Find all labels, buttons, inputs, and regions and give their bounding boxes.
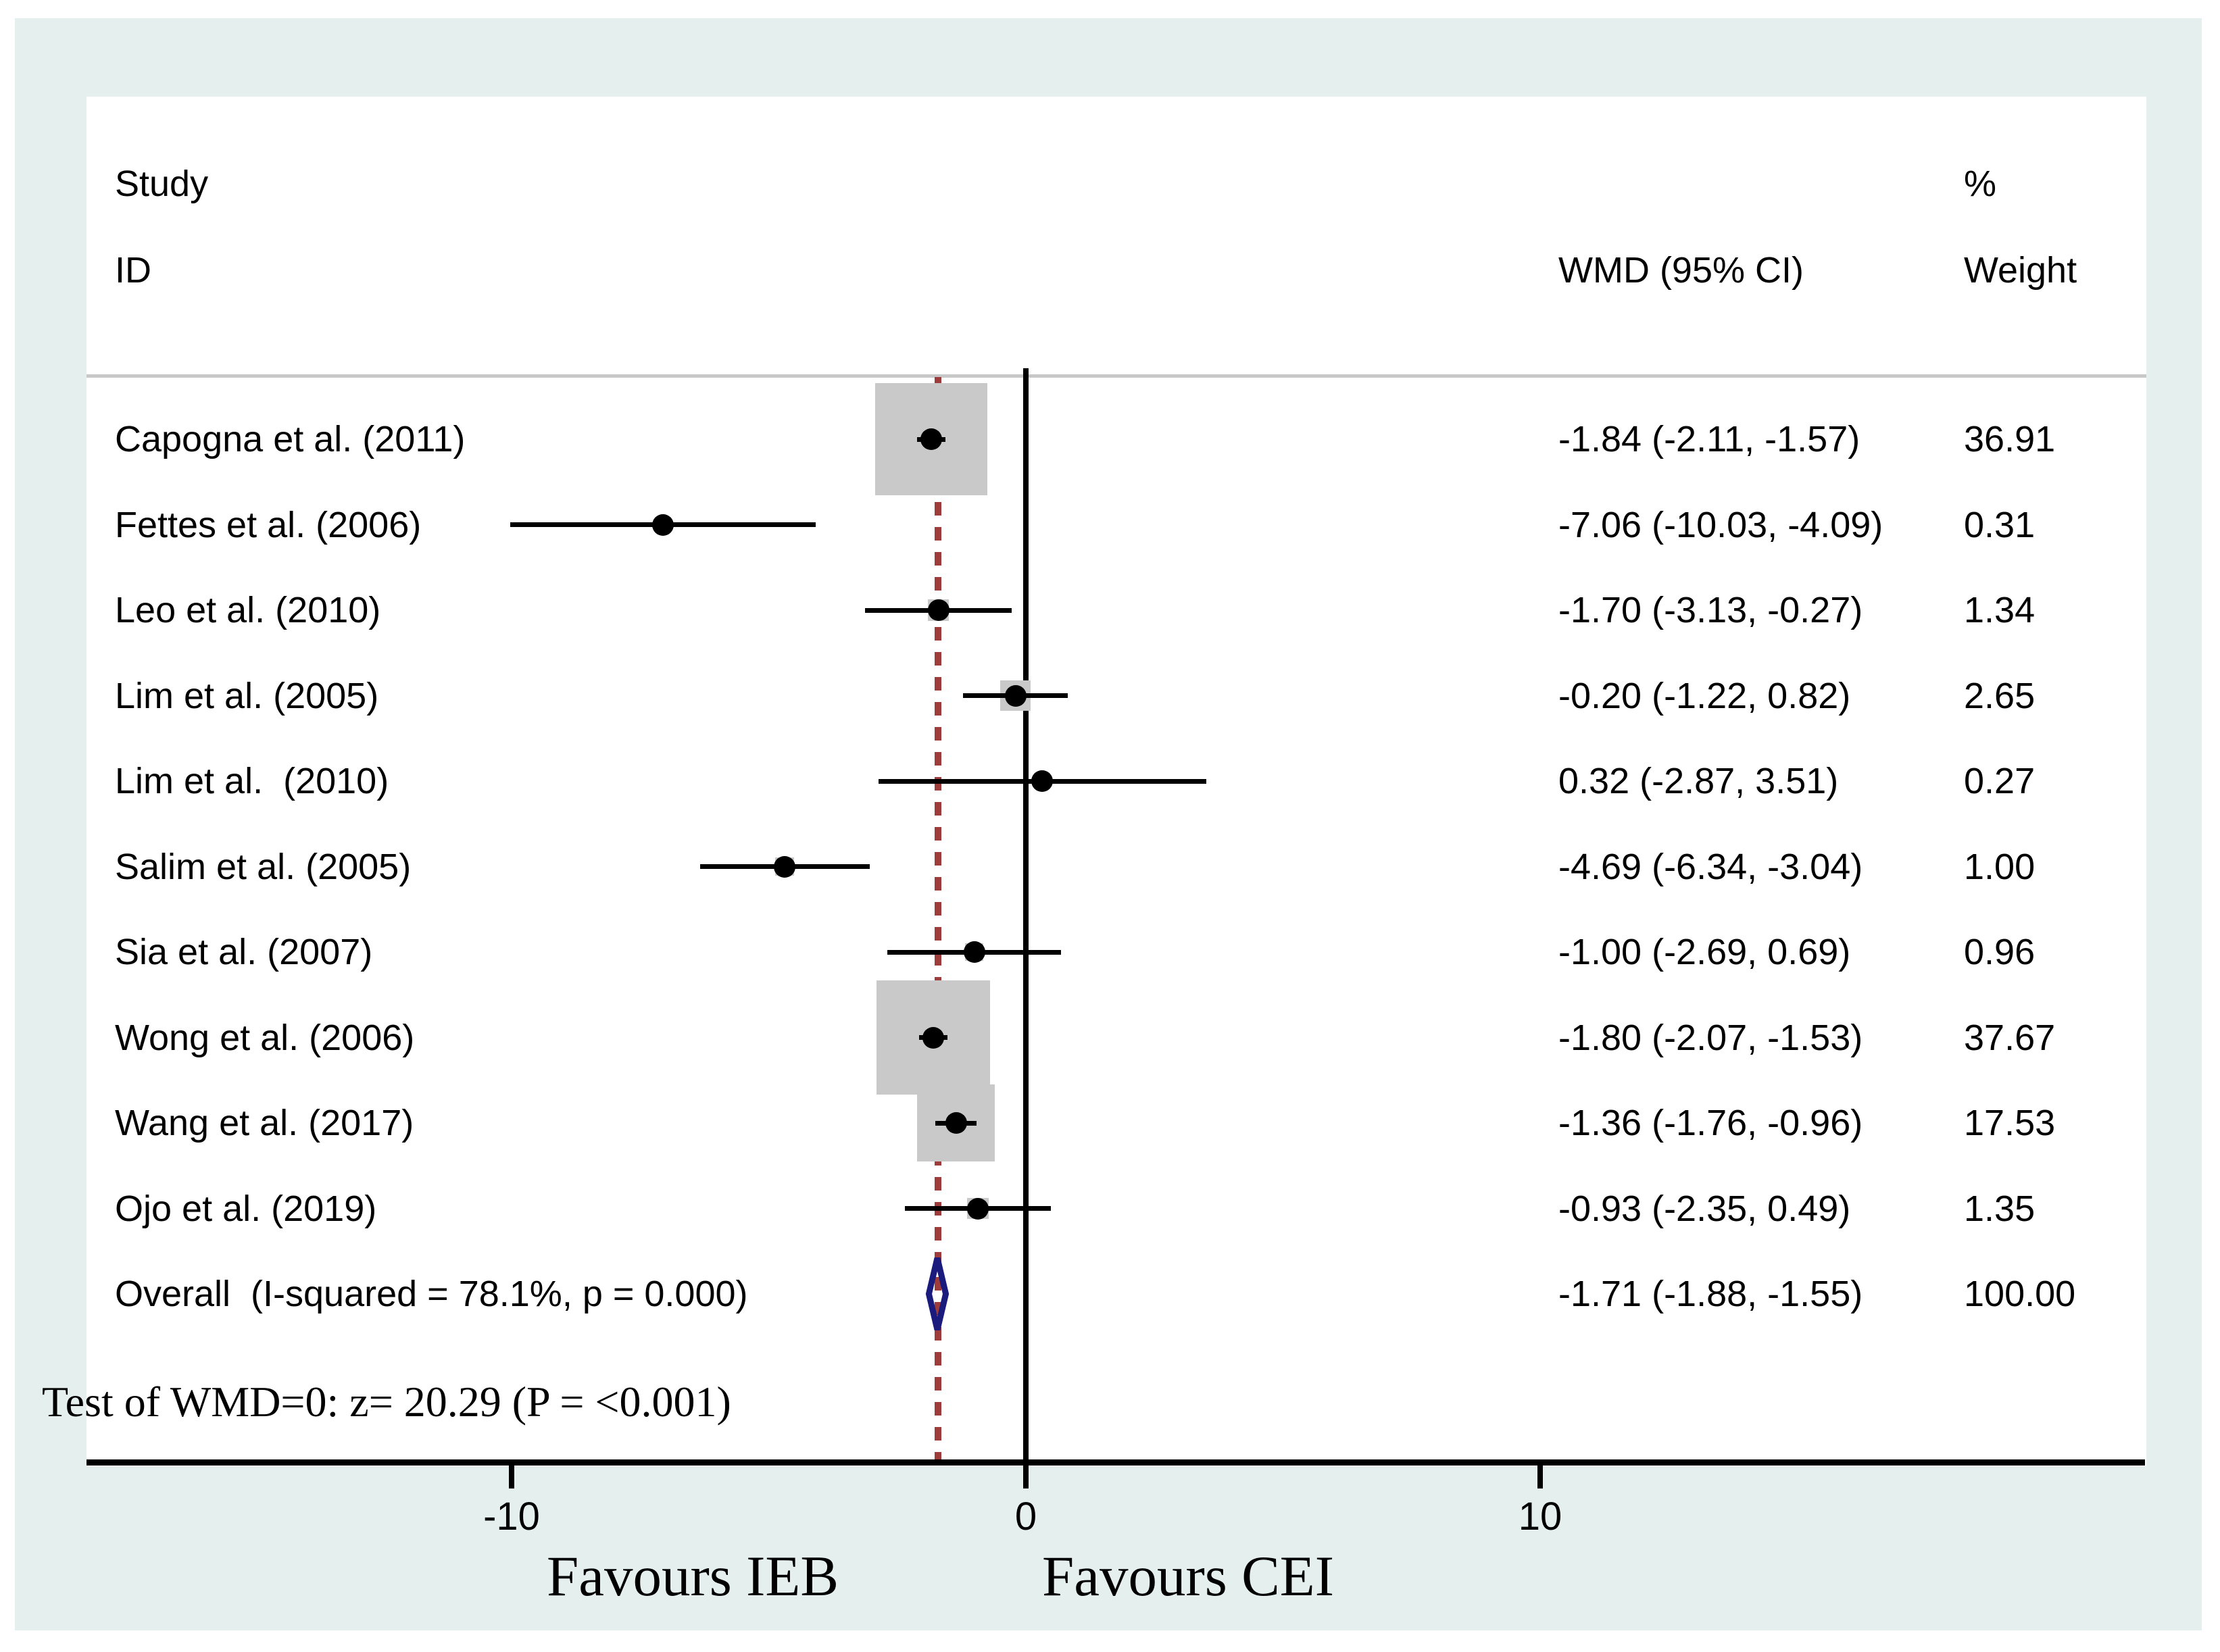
weight-text: 1.35 [1964,1188,2036,1229]
column-header-percent: % [1964,164,1997,204]
overall-effect-text: -1.71 (-1.88, -1.55) [1558,1274,1863,1314]
weight-text: 37.67 [1964,1017,2056,1058]
effect-estimate-text: -1.80 (-2.07, -1.53) [1558,1017,1863,1058]
point-estimate-marker [945,1112,967,1134]
study-label: Wang et al. (2017) [115,1103,414,1143]
x-axis-tick-label: 10 [1518,1495,1562,1538]
effect-estimate-text: 0.32 (-2.87, 3.51) [1558,761,1839,801]
column-header-effect: WMD (95% CI) [1558,250,1804,291]
x-axis-tick-label: 0 [1014,1495,1037,1538]
effect-estimate-text: -1.36 (-1.76, -0.96) [1558,1103,1863,1143]
point-estimate-marker [922,1026,945,1049]
point-estimate-marker [927,599,949,621]
overall-estimate-dashed-line [934,377,941,1462]
point-estimate-marker [967,1197,989,1220]
favours-right-label: Favours CEI [1041,1545,1335,1608]
x-axis-tick [509,1466,514,1488]
effect-estimate-text: -7.06 (-10.03, -4.09) [1558,504,1883,545]
point-estimate-marker [920,428,942,450]
study-label: Lim et al. (2010) [115,761,389,801]
study-label: Capogna et al. (2011) [115,419,466,459]
test-statistic-footnote: Test of WMD=0: z= 20.29 (P = <0.001) [42,1378,731,1426]
effect-estimate-text: -1.00 (-2.69, 0.69) [1558,932,1851,972]
column-header-weight: Weight [1964,250,2077,291]
study-label: Wong et al. (2006) [115,1017,415,1058]
null-effect-line [1023,368,1029,1461]
study-label: Fettes et al. (2006) [115,504,422,545]
weight-text: 0.27 [1964,761,2036,801]
x-axis-tick-label: -10 [483,1495,540,1538]
weight-text: 0.31 [1964,504,2036,545]
weight-text: 1.34 [1964,590,2036,630]
effect-estimate-text: -0.93 (-2.35, 0.49) [1558,1188,1851,1229]
effect-estimate-text: -0.20 (-1.22, 0.82) [1558,675,1851,716]
study-label: Lim et al. (2005) [115,675,379,716]
column-header-id: ID [115,250,151,291]
effect-estimate-text: -4.69 (-6.34, -3.04) [1558,846,1863,887]
weight-text: 2.65 [1964,675,2036,716]
x-axis-tick [1023,1466,1029,1488]
overall-weight-text: 100.00 [1964,1274,2076,1314]
effect-estimate-text: -1.70 (-3.13, -0.27) [1558,590,1863,630]
header-separator-line [87,374,2146,378]
overall-label: Overall (I-squared = 78.1%, p = 0.000) [115,1274,748,1314]
point-estimate-marker [1004,684,1027,707]
weight-text: 17.53 [1964,1103,2056,1143]
point-estimate-marker [651,514,674,536]
x-axis-tick [1537,1466,1543,1488]
study-label: Salim et al. (2005) [115,846,412,887]
favours-left-label: Favours IEB [546,1545,839,1608]
study-label: Sia et al. (2007) [115,932,373,972]
point-estimate-marker [1031,770,1054,792]
study-label: Ojo et al. (2019) [115,1188,377,1229]
weight-text: 36.91 [1964,419,2056,459]
point-estimate-marker [963,941,985,963]
overall-diamond [926,1257,949,1331]
weight-text: 0.96 [1964,932,2036,972]
effect-estimate-text: -1.84 (-2.11, -1.57) [1558,419,1860,459]
column-header-study: Study [115,164,209,204]
study-label: Leo et al. (2010) [115,590,381,630]
weight-text: 1.00 [1964,846,2036,887]
point-estimate-marker [774,855,796,878]
x-axis-line [87,1459,2145,1466]
